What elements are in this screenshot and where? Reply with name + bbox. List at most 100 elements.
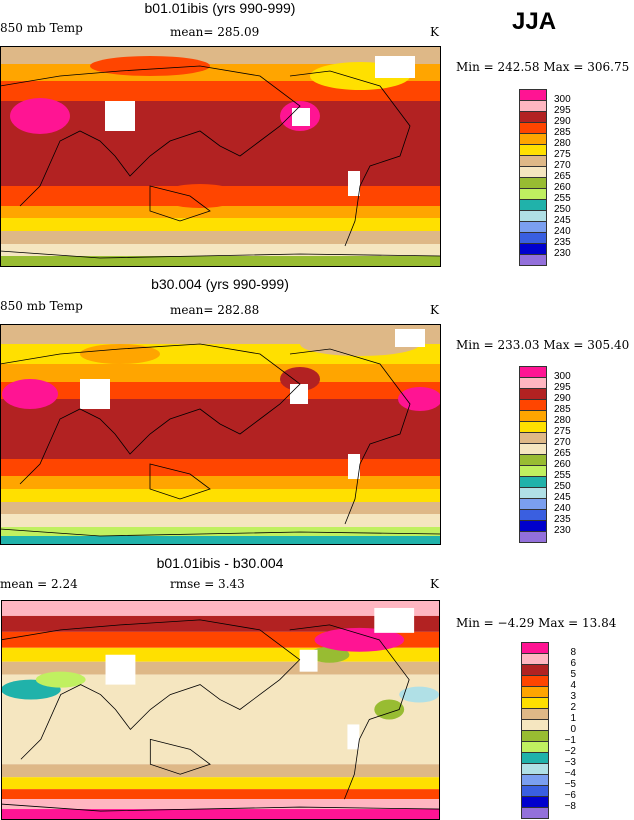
colorbar-swatch	[521, 675, 549, 686]
colorbar-swatch	[519, 254, 547, 266]
colorbar-swatch	[519, 531, 547, 543]
missing-data-region	[348, 171, 360, 196]
colorbar-swatch	[519, 377, 547, 388]
colorbar-swatch	[519, 432, 547, 443]
colorbar-swatch	[519, 399, 547, 410]
panel-1-mean-label: mean= 285.09	[170, 25, 260, 39]
colorbar-tick-label: 255	[554, 193, 571, 204]
colorbar-swatch	[521, 653, 549, 664]
panel-1-colorbar	[519, 89, 547, 266]
contour-region	[90, 56, 210, 76]
contour-region	[300, 332, 420, 356]
contour-band	[0, 489, 441, 502]
colorbar-tick-label: 260	[554, 459, 571, 470]
colorbar-tick-label: 285	[554, 404, 571, 415]
coastline	[0, 250, 441, 259]
colorbar-tick-label: −5	[564, 779, 576, 790]
contour-region	[398, 387, 441, 411]
contour-band	[0, 476, 441, 489]
colorbar-tick-label: 275	[554, 426, 571, 437]
panel-3-colorbar	[521, 642, 549, 819]
colorbar-tick-label: 300	[554, 371, 571, 382]
colorbar-tick-label: −1	[564, 735, 576, 746]
colorbar-swatch	[521, 686, 549, 697]
contour-region	[399, 686, 440, 703]
colorbar-tick-label: 260	[554, 182, 571, 193]
colorbar-tick-label: −4	[564, 768, 576, 779]
colorbar-swatch	[519, 155, 547, 166]
missing-data-region	[347, 724, 360, 750]
colorbar-swatch	[519, 188, 547, 199]
colorbar-swatch	[519, 111, 547, 122]
contour-band	[0, 364, 441, 382]
colorbar-swatch	[521, 763, 549, 774]
colorbar-tick-label: 295	[554, 105, 571, 116]
colorbar-swatch	[519, 465, 547, 476]
panel-3-mean-label: mean = 2.24	[0, 577, 78, 591]
colorbar-tick-label: 1	[570, 713, 576, 724]
contour-region	[160, 184, 240, 208]
coastline	[289, 70, 411, 247]
contour-band	[0, 777, 441, 790]
colorbar-swatch	[519, 410, 547, 421]
colorbar-tick-label: −2	[564, 746, 576, 757]
coastline	[0, 803, 441, 812]
colorbar-tick-label: 245	[554, 215, 571, 226]
colorbar-tick-label: 250	[554, 481, 571, 492]
colorbar-tick-label: 240	[554, 226, 571, 237]
colorbar-tick-label: −8	[564, 801, 576, 812]
colorbar-swatch	[519, 100, 547, 111]
contour-band	[0, 206, 441, 218]
missing-data-region	[80, 379, 110, 409]
contour-region	[314, 627, 405, 652]
coastline	[289, 624, 410, 800]
panel-2-colorbar	[519, 366, 547, 543]
contour-band	[0, 674, 441, 765]
contour-band	[0, 382, 441, 399]
colorbar-swatch	[521, 697, 549, 708]
colorbar-swatch	[519, 133, 547, 144]
colorbar-swatch	[519, 144, 547, 155]
colorbar-swatch	[521, 796, 549, 807]
missing-data-region	[290, 384, 308, 404]
colorbar-swatch	[519, 243, 547, 254]
colorbar-swatch	[521, 785, 549, 796]
contour-band	[0, 600, 441, 616]
colorbar-tick-label: 300	[554, 94, 571, 105]
panel-1-minmax: Min = 242.58 Max = 306.75	[456, 60, 630, 74]
panel-2-minmax: Min = 233.03 Max = 305.40	[456, 338, 630, 352]
contour-band	[0, 809, 441, 820]
contour-band	[0, 399, 441, 459]
coastline	[289, 348, 411, 525]
contour-band	[0, 789, 441, 800]
missing-data-region	[374, 607, 415, 633]
colorbar-swatch	[519, 177, 547, 188]
colorbar-tick-label: 240	[554, 503, 571, 514]
colorbar-tick-label: 250	[554, 204, 571, 215]
colorbar-swatch	[521, 719, 549, 730]
colorbar-tick-label: 290	[554, 116, 571, 127]
panel-1-variable-label: 850 mb Temp	[0, 21, 83, 35]
missing-data-region	[299, 649, 318, 672]
colorbar-tick-label: 265	[554, 448, 571, 459]
colorbar-swatch	[519, 366, 547, 377]
contour-region	[2, 379, 58, 409]
panel-1-map	[0, 46, 441, 267]
missing-data-region	[348, 454, 360, 479]
contour-band	[0, 218, 441, 231]
colorbar-tick-label: 245	[554, 492, 571, 503]
colorbar-tick-label: 265	[554, 171, 571, 182]
colorbar-swatch	[521, 730, 549, 741]
season-label: JJA	[512, 8, 557, 35]
contour-band	[0, 764, 441, 778]
missing-data-region	[292, 108, 310, 126]
coastline	[149, 463, 211, 500]
colorbar-swatch	[519, 454, 547, 465]
map-frame	[0, 46, 441, 267]
contour-region	[80, 344, 160, 364]
colorbar-swatch	[519, 221, 547, 232]
colorbar-swatch	[519, 476, 547, 487]
colorbar-tick-label: 5	[570, 669, 576, 680]
panel-3-minmax: Min = −4.29 Max = 13.84	[456, 616, 617, 630]
contour-region	[35, 671, 86, 688]
